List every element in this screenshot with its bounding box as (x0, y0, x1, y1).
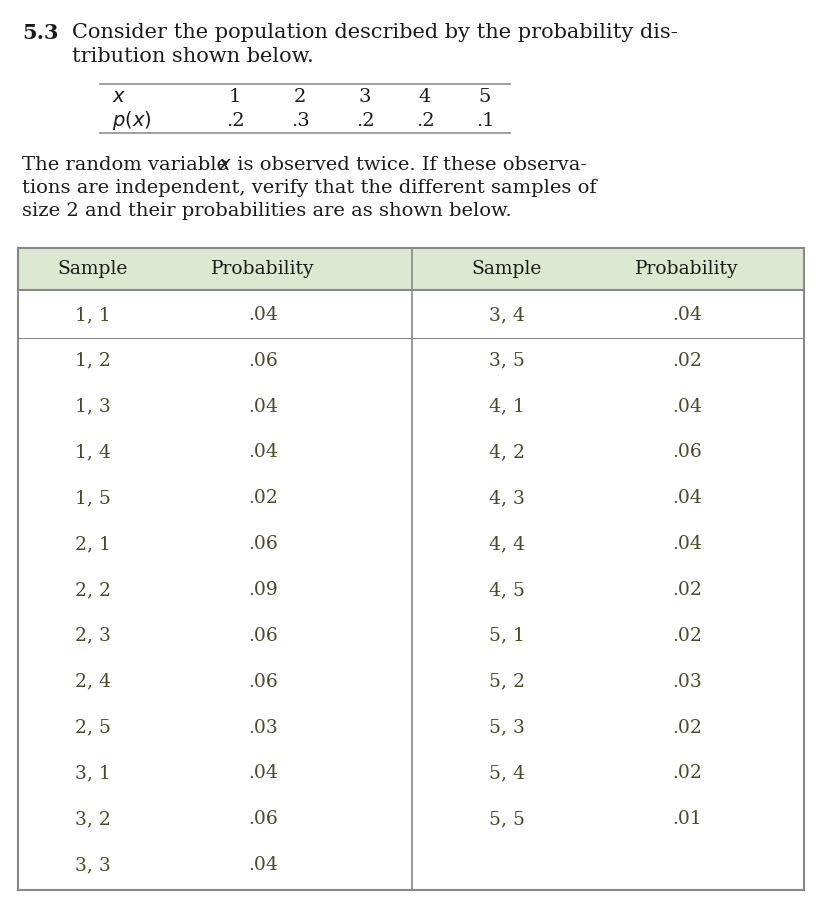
Text: 4, 4: 4, 4 (489, 535, 525, 554)
Text: 4, 2: 4, 2 (489, 443, 525, 462)
Text: .09: .09 (248, 581, 278, 599)
Text: .02: .02 (672, 581, 702, 599)
Text: .02: .02 (672, 352, 702, 370)
Text: .02: .02 (672, 719, 702, 736)
Text: .06: .06 (248, 811, 278, 828)
Text: size 2 and their probabilities are as shown below.: size 2 and their probabilities are as sh… (22, 202, 511, 220)
Text: .04: .04 (248, 765, 278, 782)
Text: 4, 5: 4, 5 (489, 581, 525, 599)
Text: .06: .06 (248, 352, 278, 370)
Text: .04: .04 (672, 535, 702, 554)
Text: 5.3: 5.3 (22, 23, 58, 43)
Text: 3, 5: 3, 5 (489, 352, 525, 370)
Text: 2, 2: 2, 2 (75, 581, 111, 599)
Text: 1, 5: 1, 5 (75, 489, 111, 508)
Text: 2, 1: 2, 1 (75, 535, 111, 554)
Text: 5, 2: 5, 2 (489, 673, 525, 690)
Text: .03: .03 (248, 719, 278, 736)
Text: .04: .04 (248, 443, 278, 462)
Text: 3, 4: 3, 4 (489, 306, 525, 324)
Text: 3, 3: 3, 3 (75, 856, 111, 874)
Text: Sample: Sample (472, 260, 543, 278)
Text: $p(x)$: $p(x)$ (112, 109, 151, 132)
Text: The random variable: The random variable (22, 156, 234, 174)
Text: tribution shown below.: tribution shown below. (72, 47, 314, 66)
Text: 3, 2: 3, 2 (75, 811, 111, 828)
Text: .2: .2 (356, 112, 374, 130)
Text: 3, 1: 3, 1 (75, 765, 111, 782)
Text: 5: 5 (478, 88, 492, 106)
Text: tions are independent, verify that the different samples of: tions are independent, verify that the d… (22, 179, 597, 197)
Text: .2: .2 (416, 112, 434, 130)
Text: 5, 1: 5, 1 (489, 627, 525, 644)
Text: 1: 1 (229, 88, 241, 106)
Text: 2, 4: 2, 4 (75, 673, 111, 690)
Text: .02: .02 (672, 765, 702, 782)
Bar (18, 248, 804, 890)
Text: 1, 2: 1, 2 (75, 352, 111, 370)
Text: Probability: Probability (635, 260, 739, 278)
Text: 3: 3 (358, 88, 372, 106)
Text: 4, 1: 4, 1 (489, 397, 525, 416)
Text: .06: .06 (248, 673, 278, 690)
Text: 2, 3: 2, 3 (75, 627, 111, 644)
Text: .2: .2 (226, 112, 244, 130)
Text: .04: .04 (248, 397, 278, 416)
Text: .3: .3 (291, 112, 309, 130)
Text: 4, 3: 4, 3 (489, 489, 525, 508)
Text: 5, 5: 5, 5 (489, 811, 525, 828)
Text: .04: .04 (672, 397, 702, 416)
Text: .04: .04 (672, 306, 702, 324)
Text: .1: .1 (476, 112, 494, 130)
Text: 2: 2 (293, 88, 306, 106)
Text: .04: .04 (248, 856, 278, 874)
Text: 5, 3: 5, 3 (489, 719, 525, 736)
Text: Probability: Probability (211, 260, 315, 278)
Text: .06: .06 (672, 443, 702, 462)
Text: 5, 4: 5, 4 (489, 765, 525, 782)
Text: 2, 5: 2, 5 (75, 719, 111, 736)
Text: .03: .03 (672, 673, 702, 690)
Text: $x$: $x$ (112, 88, 127, 106)
Text: .04: .04 (248, 306, 278, 324)
Text: is observed twice. If these observa-: is observed twice. If these observa- (231, 156, 587, 174)
Text: 4: 4 (419, 88, 432, 106)
Text: .06: .06 (248, 535, 278, 554)
Text: .01: .01 (672, 811, 702, 828)
Text: 1, 3: 1, 3 (75, 397, 111, 416)
Text: .02: .02 (672, 627, 702, 644)
Text: .02: .02 (248, 489, 278, 508)
Text: Sample: Sample (58, 260, 128, 278)
Text: .04: .04 (672, 489, 702, 508)
Text: 1, 1: 1, 1 (75, 306, 111, 324)
Text: .06: .06 (248, 627, 278, 644)
Bar (18, 248, 804, 290)
Text: $x$: $x$ (218, 156, 232, 174)
Text: 1, 4: 1, 4 (75, 443, 111, 462)
Text: Consider the population described by the probability dis-: Consider the population described by the… (72, 23, 678, 42)
